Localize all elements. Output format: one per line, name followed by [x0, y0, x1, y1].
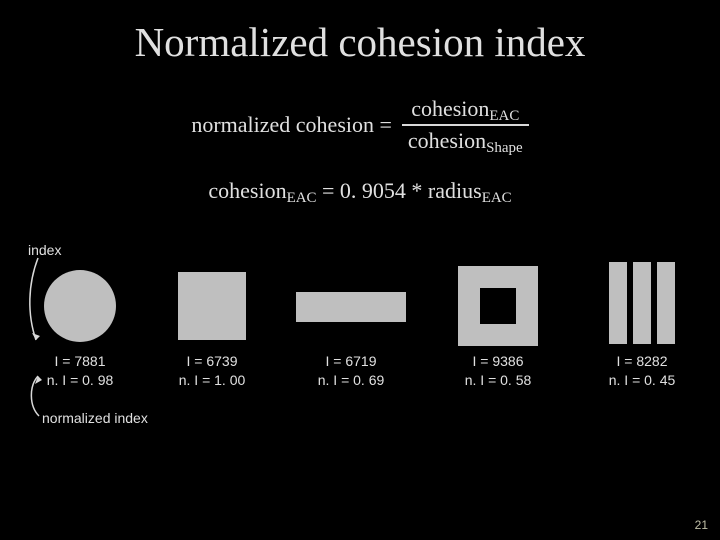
numerator: cohesionEAC — [405, 96, 525, 124]
shape-area: index I = 7881 n. I = 0. 98 I = 6739 n. … — [28, 238, 696, 444]
normalized-index-label: normalized index — [42, 410, 148, 426]
formula-1: normalized cohesion = cohesionEAC cohesi… — [28, 96, 692, 154]
shape-rect: I = 6719 n. I = 0. 69 — [296, 268, 406, 390]
denominator: cohesionShape — [402, 126, 529, 154]
slide-title: Normalized cohesion index — [28, 18, 692, 66]
fraction: cohesionEAC cohesionShape — [402, 96, 529, 154]
rectangle-icon — [296, 268, 406, 344]
shape-bars: I = 8282 n. I = 0. 45 — [592, 258, 692, 390]
shape-square: I = 6739 n. I = 1. 00 — [162, 268, 262, 390]
square-icon — [174, 268, 250, 344]
caption: I = 8282 n. I = 0. 45 — [592, 352, 692, 390]
caption: I = 9386 n. I = 0. 58 — [448, 352, 548, 390]
page-number: 21 — [695, 518, 708, 532]
caption: I = 6719 n. I = 0. 69 — [296, 352, 406, 390]
formula-2: cohesionEAC = 0. 9054 * radiusEAC — [28, 178, 692, 204]
formula1-lhs: normalized cohesion = — [191, 112, 392, 138]
circle-icon — [42, 268, 118, 344]
three-bars-icon — [601, 258, 683, 348]
shape-ring: I = 9386 n. I = 0. 58 — [448, 264, 548, 390]
square-ring-icon — [456, 264, 540, 348]
caption: I = 6739 n. I = 1. 00 — [162, 352, 262, 390]
slide: Normalized cohesion index normalized coh… — [0, 0, 720, 540]
